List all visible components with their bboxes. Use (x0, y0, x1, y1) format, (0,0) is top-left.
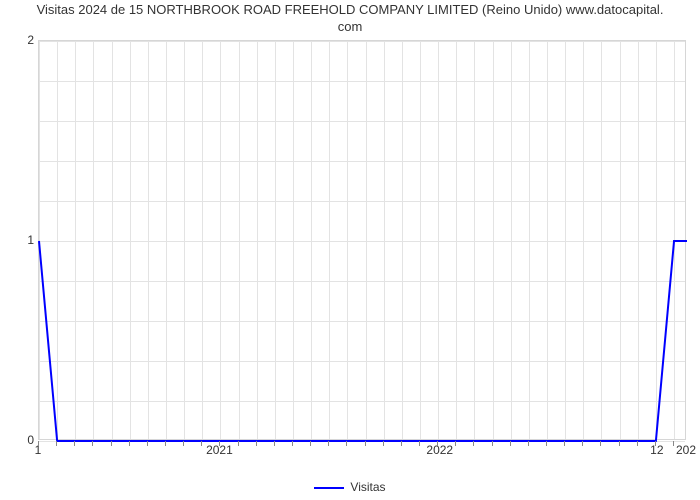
x-minor-tick (256, 441, 257, 446)
x-minor-tick (74, 441, 75, 446)
x-minor-tick (492, 441, 493, 446)
x-minor-tick (201, 441, 202, 446)
x-minor-tick (510, 441, 511, 446)
x-minor-tick (165, 441, 166, 446)
x-minor-tick (129, 441, 130, 446)
x-minor-tick (310, 441, 311, 446)
x-minor-tick (455, 441, 456, 446)
x-minor-tick (419, 441, 420, 446)
x-minor-tick (38, 441, 39, 446)
x-minor-tick (546, 441, 547, 446)
x-minor-tick (274, 441, 275, 446)
x-minor-tick (383, 441, 384, 446)
x-minor-tick (346, 441, 347, 446)
y-tick-label: 0 (4, 433, 34, 447)
title-line-1: Visitas 2024 de 15 NORTHBROOK ROAD FREEH… (37, 2, 664, 17)
visitas-line (39, 241, 687, 441)
x-tick-label: 202 (676, 443, 696, 457)
x-minor-tick (56, 441, 57, 446)
y-tick-label: 1 (4, 233, 34, 247)
x-minor-tick (655, 441, 656, 446)
title-line-2: com (338, 19, 363, 34)
y-tick-label: 2 (4, 33, 34, 47)
x-minor-tick (111, 441, 112, 446)
x-tick-label: 2022 (426, 443, 453, 457)
x-minor-tick (292, 441, 293, 446)
x-minor-tick (528, 441, 529, 446)
legend-swatch (314, 487, 344, 489)
x-minor-tick (473, 441, 474, 446)
x-minor-tick (564, 441, 565, 446)
x-minor-tick (92, 441, 93, 446)
plot-area (38, 40, 686, 440)
x-minor-tick (437, 441, 438, 446)
x-minor-tick (619, 441, 620, 446)
x-minor-tick (238, 441, 239, 446)
chart-title: Visitas 2024 de 15 NORTHBROOK ROAD FREEH… (0, 2, 700, 36)
legend: Visitas (0, 480, 700, 494)
x-tick-label: 12 (650, 443, 663, 457)
x-minor-tick (147, 441, 148, 446)
x-minor-tick (673, 441, 674, 446)
x-minor-tick (637, 441, 638, 446)
series-line (39, 41, 687, 441)
x-minor-tick (219, 441, 220, 446)
x-minor-tick (328, 441, 329, 446)
x-minor-tick (582, 441, 583, 446)
x-minor-tick (600, 441, 601, 446)
x-minor-tick (365, 441, 366, 446)
x-minor-tick (401, 441, 402, 446)
legend-label: Visitas (350, 480, 385, 494)
x-minor-tick (183, 441, 184, 446)
